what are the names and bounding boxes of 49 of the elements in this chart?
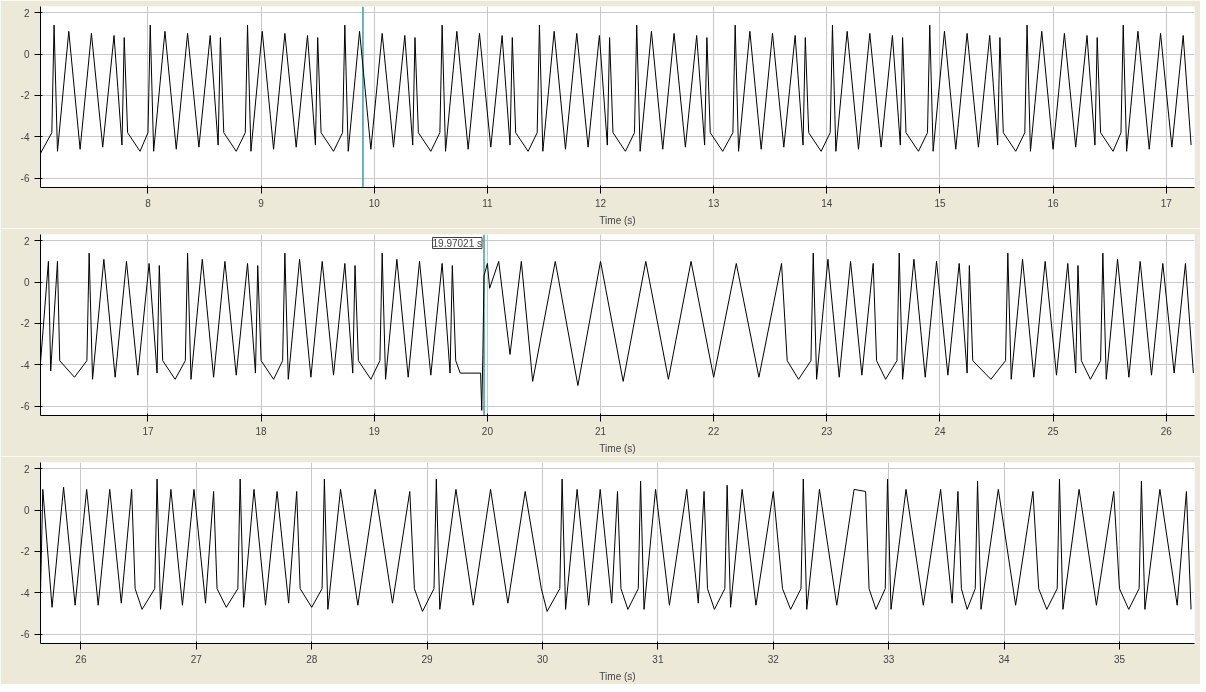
x-axis-title: Time (s) <box>599 670 636 682</box>
y-tick-label: -2 <box>20 90 30 102</box>
y-tick-label: 0 <box>23 505 30 517</box>
x-axis-title: Time (s) <box>599 442 636 454</box>
x-tick-label: 31 <box>652 653 664 665</box>
x-tick-label: 25 <box>1047 425 1060 437</box>
x-tick-label: 17 <box>142 425 154 437</box>
y-tick-label: -6 <box>20 401 30 413</box>
x-tick-label: 32 <box>767 653 780 665</box>
x-tick-label: 9 <box>258 197 265 209</box>
x-tick-label: 24 <box>934 425 946 437</box>
y-tick-label: 2 <box>23 463 30 475</box>
x-tick-label: 20 <box>481 425 494 437</box>
x-tick-label: 34 <box>998 653 1011 665</box>
x-tick-label: 35 <box>1113 653 1126 665</box>
y-tick-label: -4 <box>20 359 30 371</box>
y-tick-label: -4 <box>20 587 30 599</box>
x-tick-label: 14 <box>821 197 833 209</box>
x-tick-label: 27 <box>190 653 203 665</box>
x-tick-label: 33 <box>883 653 895 665</box>
x-tick-label: 21 <box>594 425 607 437</box>
y-tick-label: -6 <box>20 173 30 185</box>
x-tick-label: 10 <box>368 197 381 209</box>
x-tick-label: 18 <box>255 425 268 437</box>
x-tick-label: 19 <box>368 425 381 437</box>
x-tick-label: 28 <box>306 653 318 665</box>
x-tick-label: 30 <box>536 653 549 665</box>
x-tick-label: 29 <box>421 653 434 665</box>
y-tick-label: -2 <box>20 318 30 330</box>
x-tick-label: 8 <box>145 197 152 209</box>
ref-line-label: 19.97021 s <box>432 237 483 249</box>
x-axis-title: Time (s) <box>599 214 636 226</box>
y-tick-label: 2 <box>23 7 30 19</box>
x-tick-label: 26 <box>75 653 87 665</box>
y-tick-label: -2 <box>20 546 30 558</box>
x-tick-label: 13 <box>708 197 720 209</box>
x-tick-label: 12 <box>594 197 607 209</box>
x-tick-label: 16 <box>1047 197 1060 209</box>
y-tick-label: 0 <box>23 49 30 61</box>
x-tick-label: 15 <box>934 197 946 209</box>
x-tick-label: 23 <box>821 425 833 437</box>
x-tick-label: 17 <box>1160 197 1173 209</box>
x-tick-label: 11 <box>482 197 494 209</box>
x-tick-label: 22 <box>708 425 720 437</box>
y-tick-label: -6 <box>20 629 30 641</box>
y-tick-label: 2 <box>23 235 30 247</box>
x-tick-label: 26 <box>1160 425 1173 437</box>
y-tick-label: 0 <box>23 277 30 289</box>
y-tick-label: -4 <box>20 131 30 143</box>
